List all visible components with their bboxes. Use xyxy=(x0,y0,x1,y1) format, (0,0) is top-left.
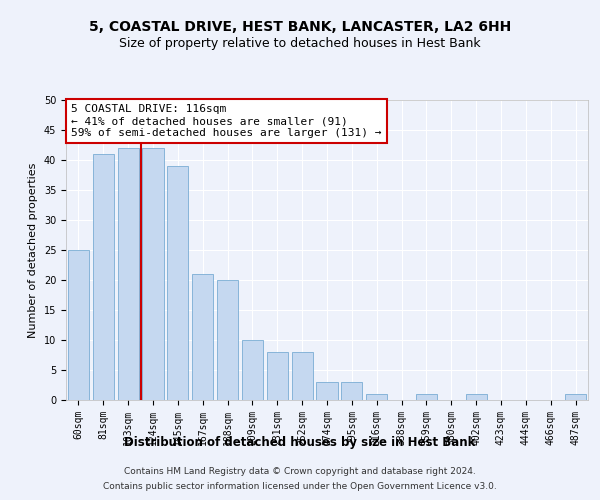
Bar xyxy=(68,250,89,400)
Bar xyxy=(466,394,487,400)
Bar xyxy=(366,394,387,400)
Bar xyxy=(142,148,164,400)
Bar xyxy=(292,352,313,400)
Text: Contains public sector information licensed under the Open Government Licence v3: Contains public sector information licen… xyxy=(103,482,497,491)
Bar xyxy=(93,154,114,400)
Text: Contains HM Land Registry data © Crown copyright and database right 2024.: Contains HM Land Registry data © Crown c… xyxy=(124,467,476,476)
Y-axis label: Number of detached properties: Number of detached properties xyxy=(28,162,38,338)
Text: 5 COASTAL DRIVE: 116sqm
← 41% of detached houses are smaller (91)
59% of semi-de: 5 COASTAL DRIVE: 116sqm ← 41% of detache… xyxy=(71,104,382,138)
Bar xyxy=(118,148,139,400)
Bar xyxy=(416,394,437,400)
Bar xyxy=(267,352,288,400)
Text: Size of property relative to detached houses in Hest Bank: Size of property relative to detached ho… xyxy=(119,38,481,51)
Bar xyxy=(341,382,362,400)
Text: Distribution of detached houses by size in Hest Bank: Distribution of detached houses by size … xyxy=(124,436,476,449)
Bar xyxy=(192,274,213,400)
Bar xyxy=(242,340,263,400)
Bar xyxy=(217,280,238,400)
Bar xyxy=(167,166,188,400)
Bar xyxy=(316,382,338,400)
Bar xyxy=(565,394,586,400)
Text: 5, COASTAL DRIVE, HEST BANK, LANCASTER, LA2 6HH: 5, COASTAL DRIVE, HEST BANK, LANCASTER, … xyxy=(89,20,511,34)
